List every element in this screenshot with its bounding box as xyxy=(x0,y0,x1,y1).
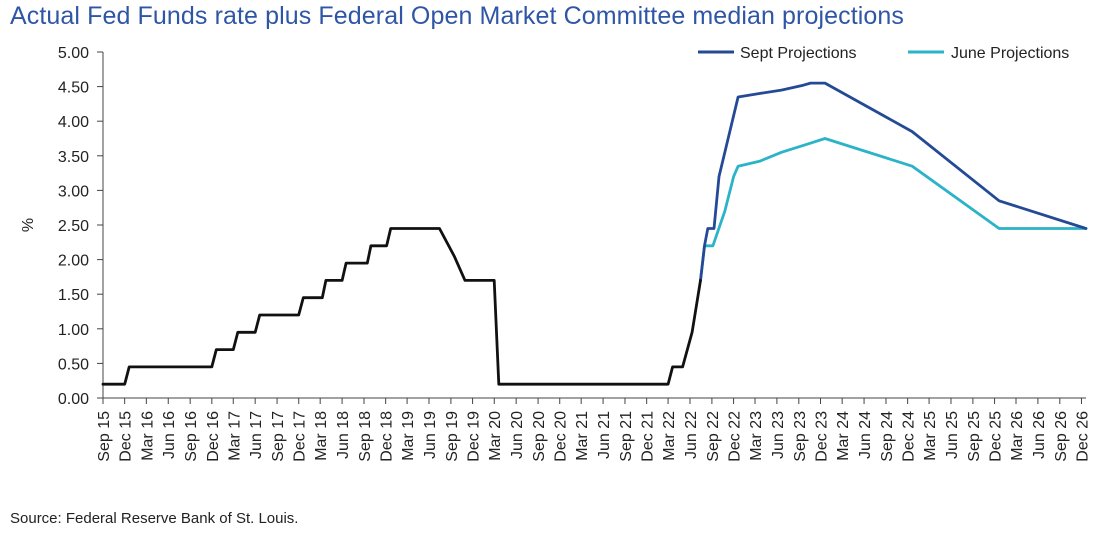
x-tick-label: Mar 24 xyxy=(835,411,852,461)
x-tick-label: Mar 17 xyxy=(226,411,243,461)
x-tick-label: Sep 17 xyxy=(270,411,287,462)
x-tick-label: Mar 25 xyxy=(922,411,939,461)
x-tick-label: Dec 22 xyxy=(727,411,744,462)
x-tick-label: Sep 21 xyxy=(618,411,635,462)
x-tick-label: Dec 25 xyxy=(988,411,1005,462)
series-line-june xyxy=(699,137,1088,282)
x-tick-label: Dec 26 xyxy=(1074,411,1091,462)
x-tick-label: Mar 20 xyxy=(487,411,504,461)
x-tick-label: Sep 24 xyxy=(879,411,896,462)
x-tick-label: Jun 25 xyxy=(944,411,961,459)
x-tick-label: Mar 21 xyxy=(574,411,591,461)
y-axis: 0.00 0.50 1.00 1.50 2.00 2.50 3.00 3.50 4.00 4.50… xyxy=(58,45,104,408)
x-tick-label: Jun 22 xyxy=(683,411,700,459)
x-tick-label: Jun 20 xyxy=(509,411,526,459)
x-tick-label: Sep 18 xyxy=(357,411,374,462)
x-tick-label: Dec 17 xyxy=(292,411,309,462)
y-tick-label: 4.50 xyxy=(58,80,89,97)
x-tick-label: Sep 23 xyxy=(792,411,809,462)
x-tick-label: Dec 24 xyxy=(901,411,918,462)
x-tick-label: Dec 18 xyxy=(379,411,396,462)
x-tick-label: Dec 16 xyxy=(205,411,222,462)
y-tick-label: 2.00 xyxy=(58,253,89,270)
x-tick-label: Sep 25 xyxy=(966,411,983,462)
x-tick-label: Mar 22 xyxy=(661,411,678,461)
y-tick-label: 1.00 xyxy=(58,322,89,339)
chart-title: Actual Fed Funds rate plus Federal Open … xyxy=(10,2,905,30)
x-tick-label: Dec 15 xyxy=(118,411,135,462)
x-tick-label: Dec 19 xyxy=(466,411,483,462)
source-note: Source: Federal Reserve Bank of St. Loui… xyxy=(10,510,299,527)
y-tick-label: 0.00 xyxy=(58,391,89,408)
x-tick-label: Sep 15 xyxy=(96,411,113,462)
x-tick-label: Sep 19 xyxy=(444,411,461,462)
series-line-actual xyxy=(101,227,702,386)
series-layer xyxy=(101,81,1088,386)
y-tick-label: 3.50 xyxy=(58,149,89,166)
x-tick-label: Jun 23 xyxy=(770,411,787,459)
y-tick-label: 4.00 xyxy=(58,114,89,131)
x-tick-label: Mar 19 xyxy=(400,411,417,461)
x-tick-label: Sep 20 xyxy=(531,411,548,462)
y-tick-label: 0.50 xyxy=(58,356,89,373)
x-tick-label: Mar 16 xyxy=(139,411,156,461)
x-tick-label: Jun 21 xyxy=(596,411,613,459)
x-tick-label: Dec 23 xyxy=(813,411,830,462)
y-tick-label: 1.50 xyxy=(58,287,89,304)
y-tick-label: 2.50 xyxy=(58,218,89,235)
y-tick-label: 3.00 xyxy=(58,183,89,200)
y-axis-label: % xyxy=(20,218,37,232)
x-tick-label: Mar 18 xyxy=(313,411,330,461)
x-tick-label: Dec 21 xyxy=(640,411,657,462)
legend: Sept Projections June Projections xyxy=(698,45,1069,62)
legend-label-sept: Sept Projections xyxy=(740,45,857,62)
x-tick-label: Jun 19 xyxy=(422,411,439,459)
legend-label-june: June Projections xyxy=(951,45,1069,62)
x-tick-label: Mar 26 xyxy=(1009,411,1026,461)
x-tick-label: Jun 17 xyxy=(248,411,265,459)
x-tick-label: Jun 26 xyxy=(1031,411,1048,459)
x-tick-label: Sep 22 xyxy=(705,411,722,462)
x-tick-label: Sep 26 xyxy=(1053,411,1070,462)
x-tick-label: Sep 16 xyxy=(183,411,200,462)
x-tick-label: Jun 16 xyxy=(161,411,178,459)
x-tick-label: Jun 18 xyxy=(335,411,352,459)
x-tick-label: Dec 20 xyxy=(553,411,570,462)
x-tick-label: Mar 23 xyxy=(748,411,765,461)
series-line-sept xyxy=(699,81,1088,282)
x-axis: Sep 15 Dec 15 Mar 16 Jun 16 Sep 16 Dec 16 Mar … xyxy=(96,397,1091,462)
y-tick-label: 5.00 xyxy=(58,45,89,62)
x-tick-label: Jun 24 xyxy=(857,411,874,459)
